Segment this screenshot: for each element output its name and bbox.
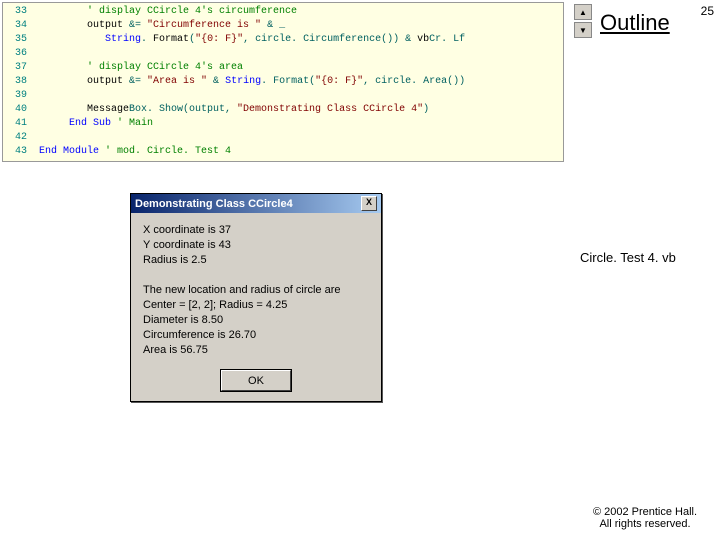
code-text: End Module ' mod. Circle. Test 4	[33, 145, 231, 159]
line-number: 36	[3, 47, 33, 61]
line-number: 37	[3, 61, 33, 75]
code-text: String. Format("{0: F}", circle. Circumf…	[33, 33, 465, 47]
message-box-title: Demonstrating Class CCircle4	[135, 198, 293, 210]
line-number: 40	[3, 103, 33, 117]
arrow-down-button[interactable]: ▼	[574, 22, 592, 38]
code-text	[33, 47, 39, 61]
line-number: 34	[3, 19, 33, 33]
code-text	[33, 89, 39, 103]
code-panel: 33 ' display CCircle 4's circumference34…	[2, 2, 564, 162]
line-number: 43	[3, 145, 33, 159]
code-line: 33 ' display CCircle 4's circumference	[3, 5, 563, 19]
copyright-line2: All rights reserved.	[599, 518, 690, 530]
page-number: 25	[701, 4, 714, 18]
code-text: output &= "Area is " & String. Format("{…	[33, 75, 465, 89]
code-line: 43 End Module ' mod. Circle. Test 4	[3, 145, 563, 159]
ok-button[interactable]: OK	[221, 370, 291, 391]
code-text: ' display CCircle 4's circumference	[33, 5, 297, 19]
code-line: 42	[3, 131, 563, 145]
message-box: Demonstrating Class CCircle4 X X coordin…	[130, 193, 382, 402]
arrow-up-button[interactable]: ▲	[574, 4, 592, 20]
line-number: 38	[3, 75, 33, 89]
message-line: The new location and radius of circle ar…	[143, 283, 369, 298]
code-text	[33, 131, 39, 145]
line-number: 33	[3, 5, 33, 19]
message-line: Circumference is 26.70	[143, 328, 369, 343]
line-number: 39	[3, 89, 33, 103]
code-line: 36	[3, 47, 563, 61]
code-text: End Sub ' Main	[33, 117, 153, 131]
code-text: output &= "Circumference is " & _	[33, 19, 285, 33]
code-line: 39	[3, 89, 563, 103]
outline-heading[interactable]: Outline	[600, 10, 670, 36]
code-text: ' display CCircle 4's area	[33, 61, 243, 75]
line-number: 35	[3, 33, 33, 47]
copyright: © 2002 Prentice Hall. All rights reserve…	[580, 506, 710, 530]
message-line: Radius is 2.5	[143, 253, 369, 268]
nav-arrows: ▲ ▼	[574, 4, 592, 40]
close-icon[interactable]: X	[361, 196, 377, 211]
code-line: 35 String. Format("{0: F}", circle. Circ…	[3, 33, 563, 47]
message-line: Area is 56.75	[143, 343, 369, 358]
code-line: 41 End Sub ' Main	[3, 117, 563, 131]
code-line: 38 output &= "Area is " & String. Format…	[3, 75, 563, 89]
message-box-titlebar[interactable]: Demonstrating Class CCircle4 X	[131, 194, 381, 213]
message-line	[143, 268, 369, 283]
message-line: Center = [2, 2]; Radius = 4.25	[143, 298, 369, 313]
filename-label: Circle. Test 4. vb	[580, 250, 676, 265]
message-box-body: X coordinate is 37Y coordinate is 43Radi…	[131, 213, 381, 364]
copyright-line1: © 2002 Prentice Hall.	[593, 506, 697, 518]
right-column: ▲ ▼ 25 Outline Circle. Test 4. vb © 2002…	[570, 0, 720, 540]
line-number: 41	[3, 117, 33, 131]
code-text: MessageBox. Show(output, "Demonstrating …	[33, 103, 429, 117]
line-number: 42	[3, 131, 33, 145]
code-line: 40 MessageBox. Show(output, "Demonstrati…	[3, 103, 563, 117]
message-line: Y coordinate is 43	[143, 238, 369, 253]
message-box-buttons: OK	[131, 364, 381, 401]
message-line: X coordinate is 37	[143, 223, 369, 238]
code-line: 34 output &= "Circumference is " & _	[3, 19, 563, 33]
message-line: Diameter is 8.50	[143, 313, 369, 328]
code-line: 37 ' display CCircle 4's area	[3, 61, 563, 75]
